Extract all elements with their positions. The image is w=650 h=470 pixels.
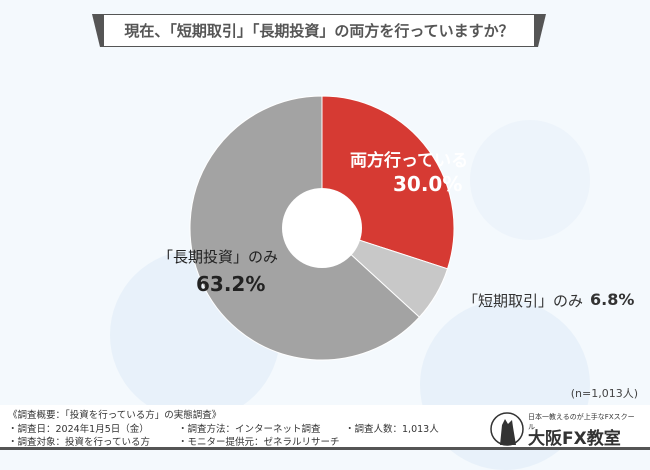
survey-date: ・調査日：2024年1月5日（金） xyxy=(8,424,149,435)
survey-target: ・調査対象：投資を行っている方 xyxy=(8,437,151,448)
chart-title: 現在、「短期取引」「長期投資」の両方を行っていますか？ xyxy=(103,14,535,47)
label-long: 「長期投資」のみ xyxy=(158,248,279,266)
donut-chart xyxy=(189,95,455,361)
footer: 《調査概要：「投資を行っている方」の実態調査》 ・調査日：2024年1月5日（金… xyxy=(0,405,650,450)
cat-logo-icon xyxy=(490,412,524,446)
survey-count: ・調査人数：1,013人 xyxy=(345,424,439,435)
title-banner: 現在、「短期取引」「長期投資」の両方を行っていますか？ xyxy=(92,14,546,47)
value-short: 6.8% xyxy=(590,290,635,309)
value-long: 63.2% xyxy=(196,272,266,296)
logo-name: 大阪FX教室 xyxy=(528,429,621,449)
survey-method: ・調査方法：インターネット調査 xyxy=(178,424,321,435)
donut-hole xyxy=(282,188,362,268)
survey-provider: ・モニター提供元：ゼネラルリサーチ xyxy=(178,437,340,448)
logo: 日本一教えるのが上手なFXスクール 大阪FX教室 xyxy=(490,411,638,449)
survey-heading: 《調査概要：「投資を行っている方」の実態調査》 xyxy=(8,410,222,421)
logo-tagline: 日本一教えるのが上手なFXスクール xyxy=(528,413,635,431)
label-both: 両方行っている xyxy=(350,151,469,171)
value-both: 30.0% xyxy=(393,172,463,196)
sample-size: (n=1,013人) xyxy=(570,387,638,400)
label-short: 「短期取引」のみ xyxy=(463,292,584,310)
